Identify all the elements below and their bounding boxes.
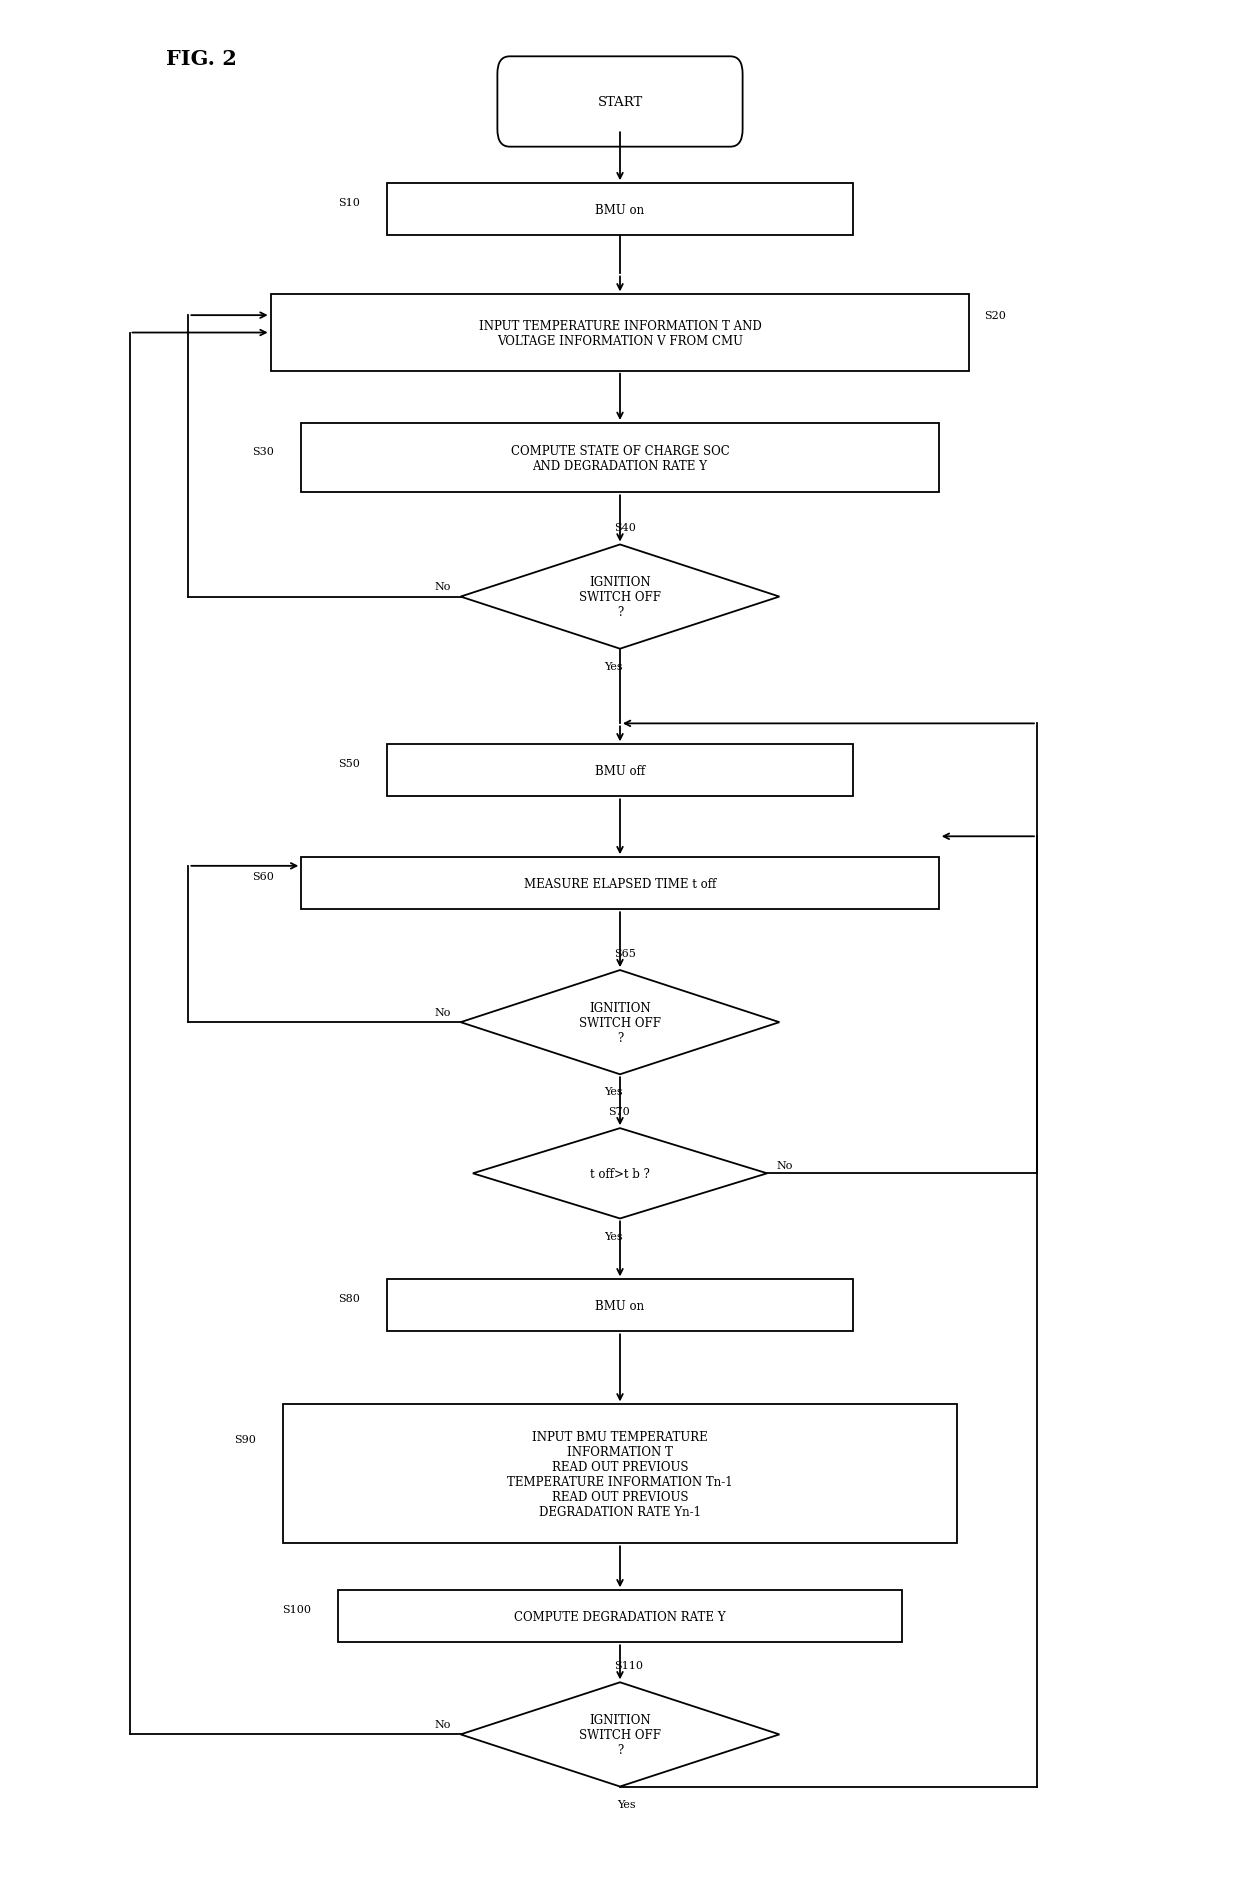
Bar: [283, 1405, 957, 1543]
Text: t off>t b ?: t off>t b ?: [590, 1167, 650, 1181]
Text: S110: S110: [614, 1660, 642, 1670]
Text: S70: S70: [608, 1107, 630, 1116]
Text: COMPUTE STATE OF CHARGE SOC
AND DEGRADATION RATE Y: COMPUTE STATE OF CHARGE SOC AND DEGRADAT…: [511, 444, 729, 472]
Text: S60: S60: [253, 873, 274, 882]
Text: FIG. 2: FIG. 2: [166, 49, 237, 70]
Polygon shape: [460, 1683, 780, 1787]
Bar: [387, 183, 853, 236]
Text: MEASURE ELAPSED TIME t off: MEASURE ELAPSED TIME t off: [523, 876, 717, 890]
Text: IGNITION
SWITCH OFF
?: IGNITION SWITCH OFF ?: [579, 1001, 661, 1045]
Text: S90: S90: [234, 1434, 255, 1445]
Polygon shape: [460, 971, 780, 1075]
Text: No: No: [434, 582, 451, 591]
Text: S20: S20: [985, 312, 1006, 321]
Text: Yes: Yes: [605, 1086, 624, 1098]
Text: S80: S80: [339, 1294, 360, 1303]
Text: S30: S30: [253, 446, 274, 457]
Text: Yes: Yes: [616, 1798, 635, 1808]
Text: S65: S65: [614, 948, 636, 958]
Text: No: No: [434, 1719, 451, 1728]
Polygon shape: [472, 1128, 768, 1218]
Polygon shape: [460, 546, 780, 650]
Text: Yes: Yes: [605, 1232, 624, 1241]
Text: S10: S10: [339, 198, 360, 208]
Text: START: START: [598, 96, 642, 110]
Bar: [387, 744, 853, 797]
Text: INPUT BMU TEMPERATURE
INFORMATION T
READ OUT PREVIOUS
TEMPERATURE INFORMATION Tn: INPUT BMU TEMPERATURE INFORMATION T READ…: [507, 1430, 733, 1519]
Text: BMU off: BMU off: [595, 765, 645, 778]
Bar: [301, 423, 939, 493]
Text: No: No: [777, 1160, 794, 1169]
Text: BMU on: BMU on: [595, 1300, 645, 1313]
Text: Yes: Yes: [605, 661, 624, 671]
Text: INPUT TEMPERATURE INFORMATION T AND
VOLTAGE INFORMATION V FROM CMU: INPUT TEMPERATURE INFORMATION T AND VOLT…: [479, 319, 761, 348]
Text: IGNITION
SWITCH OFF
?: IGNITION SWITCH OFF ?: [579, 576, 661, 620]
Text: No: No: [434, 1007, 451, 1016]
Text: IGNITION
SWITCH OFF
?: IGNITION SWITCH OFF ?: [579, 1713, 661, 1757]
Bar: [301, 858, 939, 910]
Bar: [339, 1591, 901, 1642]
Bar: [387, 1279, 853, 1332]
Text: S50: S50: [339, 759, 360, 769]
Text: BMU on: BMU on: [595, 204, 645, 217]
Text: COMPUTE DEGRADATION RATE Y: COMPUTE DEGRADATION RATE Y: [515, 1609, 725, 1623]
Text: S100: S100: [281, 1604, 311, 1615]
Bar: [270, 295, 970, 372]
FancyBboxPatch shape: [497, 57, 743, 147]
Text: S40: S40: [614, 523, 636, 533]
